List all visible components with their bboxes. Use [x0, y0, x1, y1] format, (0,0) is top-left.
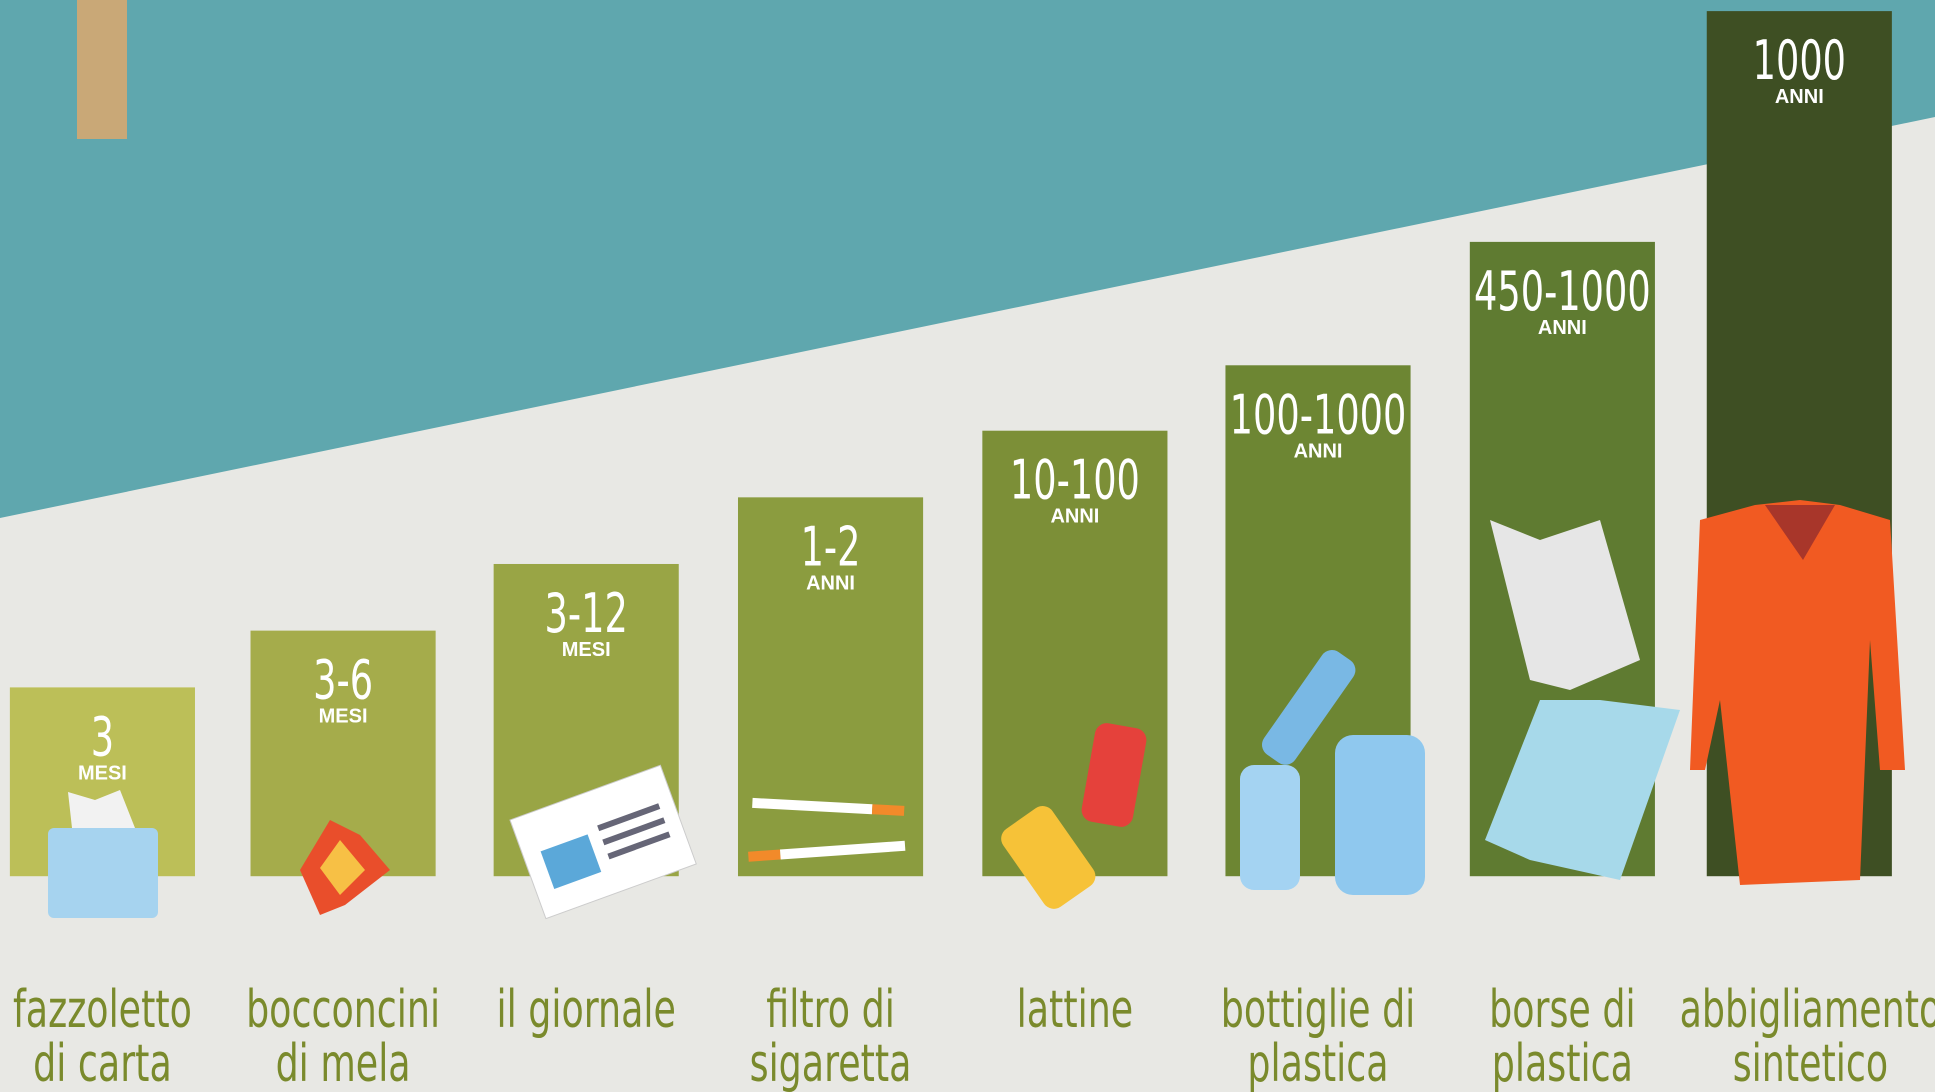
unit: MESI	[562, 639, 611, 661]
label-wrap: di carta	[33, 1032, 172, 1092]
bottle	[1335, 735, 1425, 895]
value: 100-1000	[1230, 383, 1407, 446]
label: filtro di	[766, 978, 895, 1039]
label: plastica	[1492, 1032, 1633, 1092]
label: di carta	[33, 1032, 172, 1092]
value-wrap: 1000	[1753, 29, 1846, 92]
unit: MESI	[78, 762, 127, 784]
label: sintetico	[1733, 1032, 1888, 1092]
label-wrap: bottiglie di	[1221, 978, 1416, 1039]
label: plastica	[1247, 1032, 1388, 1092]
label-wrap: sigaretta	[750, 1032, 912, 1092]
page: 3MESI3-6MESI3-12MESI1-2ANNI10-100ANNI100…	[0, 0, 1935, 1092]
value-wrap: 450-1000	[1474, 260, 1651, 323]
label-wrap: di mela	[276, 1032, 411, 1092]
label: abbigliamento	[1680, 978, 1935, 1039]
label: borse di	[1489, 978, 1635, 1039]
bottle	[1240, 765, 1300, 890]
label-wrap: lattine	[1017, 978, 1134, 1039]
value: 1-2	[801, 515, 861, 578]
label-wrap: bocconcini	[246, 978, 440, 1039]
value: 10-100	[1010, 448, 1140, 511]
label: lattine	[1017, 978, 1134, 1039]
unit: MESI	[319, 706, 368, 728]
tissue-box	[48, 828, 158, 918]
label: di mela	[276, 1032, 411, 1092]
label-wrap: sintetico	[1733, 1032, 1888, 1092]
label-wrap: plastica	[1247, 1032, 1388, 1092]
label: il giornale	[496, 978, 675, 1039]
label: bottiglie di	[1221, 978, 1416, 1039]
value-wrap: 3-12	[545, 582, 628, 645]
value: 3	[91, 705, 114, 768]
unit: ANNI	[1050, 506, 1099, 528]
tan-tab	[77, 0, 127, 139]
value: 3-6	[313, 648, 373, 711]
value-wrap: 3-6	[313, 648, 373, 711]
infographic: 3MESI3-6MESI3-12MESI1-2ANNI10-100ANNI100…	[0, 0, 1935, 1092]
unit: ANNI	[1538, 317, 1587, 339]
label: sigaretta	[750, 1032, 912, 1092]
label-wrap: plastica	[1492, 1032, 1633, 1092]
label-wrap: borse di	[1489, 978, 1635, 1039]
value-wrap: 10-100	[1010, 448, 1140, 511]
value-wrap: 100-1000	[1230, 383, 1407, 446]
label: fazzoletto	[13, 978, 192, 1039]
label-wrap: filtro di	[766, 978, 895, 1039]
value: 3-12	[545, 582, 628, 645]
unit: ANNI	[806, 572, 855, 594]
label-wrap: abbigliamento	[1680, 978, 1935, 1039]
unit: ANNI	[1775, 86, 1824, 108]
label-wrap: fazzoletto	[13, 978, 192, 1039]
value: 1000	[1753, 29, 1846, 92]
value-wrap: 3	[91, 705, 114, 768]
unit: ANNI	[1294, 440, 1343, 462]
label: bocconcini	[246, 978, 440, 1039]
label-wrap: il giornale	[496, 978, 675, 1039]
value: 450-1000	[1474, 260, 1651, 323]
value-wrap: 1-2	[801, 515, 861, 578]
